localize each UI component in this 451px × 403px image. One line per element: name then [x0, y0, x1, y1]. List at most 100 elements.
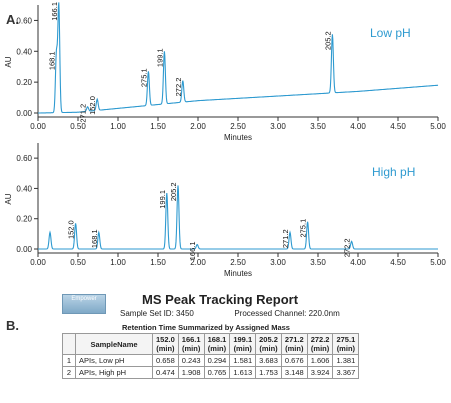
- peak-label: 205.2: [323, 31, 332, 50]
- sample-name-header: SampleName: [75, 333, 153, 355]
- retention-time-table: SampleName 152.0 (min) 166.1 (min) 168.1 (min…: [62, 333, 360, 379]
- x-tick-label: 1.00: [110, 122, 126, 131]
- column-header-275-1: 275.1 (min): [332, 333, 360, 355]
- table-header-row: SampleName 152.0 (min) 166.1 (min) 168.1 (min…: [62, 333, 360, 355]
- peak-label: 271.2: [281, 229, 290, 248]
- report-title: MS Peak Tracking Report: [142, 292, 299, 307]
- column-header-272-2: 272.2 (min): [306, 333, 334, 355]
- y-tick-label: 0.40: [16, 47, 32, 56]
- x-tick-label: 4.00: [350, 122, 366, 131]
- column-header-166-1: 166.1 (min): [177, 333, 205, 355]
- x-tick-label: 3.50: [310, 258, 326, 267]
- chromatogram-trace: [38, 185, 438, 250]
- peak-label: 272.2: [343, 238, 352, 257]
- peak-label: 152.0: [88, 96, 97, 115]
- channel-value: 220.0nm: [308, 309, 340, 318]
- x-tick-label: 4.50: [390, 258, 406, 267]
- software-logo: Empower: [62, 294, 106, 314]
- retention-time-cell: 3.148: [280, 366, 308, 379]
- y-tick-label: 0.60: [16, 16, 32, 25]
- x-tick-label: 3.00: [270, 122, 286, 131]
- x-tick-label: 4.50: [390, 122, 406, 131]
- report-meta: Sample Set ID: 3450 Processed Channel: 2…: [120, 309, 340, 318]
- y-axis-label: AU: [4, 193, 13, 204]
- peak-label: 272.2: [174, 78, 183, 97]
- x-tick-label: 2.00: [190, 258, 206, 267]
- retention-time-cell: 3.367: [332, 366, 360, 379]
- y-tick-label: 0.40: [16, 184, 32, 193]
- retention-time-cell: 3.683: [255, 354, 282, 367]
- retention-time-cell: 1.606: [306, 354, 334, 367]
- sample-set-label: Sample Set ID:: [120, 309, 174, 318]
- column-header-205-2: 205.2 (min): [255, 333, 282, 355]
- sample-set-id: 3450: [176, 309, 194, 318]
- peak-label: 275.1: [139, 68, 148, 87]
- x-tick-label: 0.50: [70, 122, 86, 131]
- x-tick-label: 2.50: [230, 122, 246, 131]
- retention-time-cell: 0.658: [152, 354, 179, 367]
- retention-time-cell: 1.908: [177, 366, 205, 379]
- sample-name-cell: APIs, Low pH: [75, 354, 153, 367]
- retention-time-cell: 1.613: [229, 366, 257, 379]
- retention-time-cell: 0.474: [152, 366, 179, 379]
- retention-time-cell: 0.676: [280, 354, 308, 367]
- x-tick-label: 0.00: [30, 258, 46, 267]
- x-tick-label: 1.50: [150, 122, 166, 131]
- column-header-199-1: 199.1 (min): [229, 333, 257, 355]
- y-tick-label: 0.00: [16, 109, 32, 118]
- x-tick-label: 3.50: [310, 122, 326, 131]
- retention-time-cell: 1.581: [229, 354, 257, 367]
- x-tick-label: 5.00: [430, 258, 446, 267]
- retention-time-cell: 1.753: [255, 366, 282, 379]
- row-index: 1: [62, 354, 76, 367]
- peak-label: 199.1: [155, 48, 164, 67]
- table-row: 2 APIs, High pH 0.474 1.908 0.765 1.613 1.753 3…: [62, 366, 360, 379]
- y-tick-label: 0.00: [16, 245, 32, 254]
- sample-name-cell: APIs, High pH: [75, 366, 153, 379]
- x-tick-label: 4.00: [350, 258, 366, 267]
- y-tick-label: 0.20: [16, 78, 32, 87]
- x-tick-label: 2.50: [230, 258, 246, 267]
- peak-label: 275.1: [299, 219, 308, 238]
- x-tick-label: 1.00: [110, 258, 126, 267]
- retention-time-cell: 1.381: [332, 354, 360, 367]
- peak-label: 271.2: [79, 104, 88, 123]
- peak-label: 168.1: [90, 229, 99, 248]
- x-tick-label: 1.50: [150, 258, 166, 267]
- peak-tracking-report: Empower MS Peak Tracking Report Sample S…: [62, 290, 444, 398]
- peak-label: 166.1: [188, 241, 197, 260]
- table-title: Retention Time Summarized by Assigned Ma…: [122, 323, 290, 332]
- row-index: 2: [62, 366, 76, 379]
- peak-label: 199.1: [158, 190, 167, 209]
- x-tick-label: 3.00: [270, 258, 286, 267]
- index-header: [62, 333, 76, 355]
- x-axis-label: Minutes: [224, 269, 252, 278]
- panel-label-a: A.: [6, 12, 19, 27]
- channel-label: Processed Channel:: [234, 309, 307, 318]
- peak-label: 152.0: [67, 220, 76, 239]
- table-row: 1 APIs, Low pH 0.658 0.243 0.294 1.581 3.683 0.…: [62, 354, 360, 367]
- column-header-152-0: 152.0 (min): [152, 333, 179, 355]
- x-tick-label: 2.00: [190, 122, 206, 131]
- peak-label: 166.1: [50, 2, 59, 21]
- retention-time-cell: 0.765: [203, 366, 231, 379]
- y-tick-label: 0.20: [16, 215, 32, 224]
- x-tick-label: 0.50: [70, 258, 86, 267]
- column-header-168-1: 168.1 (min): [203, 333, 231, 355]
- chromatogram-charts: 0.00 0.50 1.00 1.50 2.00 2.50 3.00 3.50 4.00 4.50…: [4, 2, 446, 278]
- column-header-271-2: 271.2 (min): [280, 333, 308, 355]
- retention-time-cell: 0.294: [203, 354, 231, 367]
- x-tick-label: 5.00: [430, 122, 446, 131]
- ph-annotation: High pH: [372, 165, 415, 179]
- x-axis-label: Minutes: [224, 133, 252, 142]
- panel-label-b: B.: [6, 318, 19, 333]
- y-tick-label: 0.60: [16, 154, 32, 163]
- peak-label: 168.1: [47, 51, 56, 70]
- retention-time-cell: 0.243: [177, 354, 205, 367]
- chromatogram-trace: [38, 2, 439, 114]
- ph-annotation: Low pH: [370, 26, 411, 40]
- retention-time-cell: 3.924: [306, 366, 334, 379]
- peak-label: 205.2: [169, 182, 178, 201]
- y-axis-label: AU: [4, 56, 13, 67]
- x-tick-label: 0.00: [30, 122, 46, 131]
